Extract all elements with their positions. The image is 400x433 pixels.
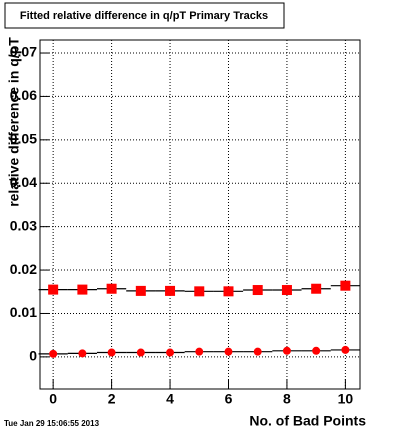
x-tick-label: 8: [283, 391, 291, 407]
circle-marker: [312, 346, 321, 355]
x-tick-label: 6: [225, 391, 233, 407]
circle-marker: [49, 349, 58, 358]
square-marker: [135, 285, 146, 296]
square-marker: [340, 280, 351, 291]
y-tick-label: 0.04: [10, 174, 37, 190]
circle-marker: [166, 348, 175, 357]
y-tick-label: 0: [29, 348, 37, 364]
circle-marker: [282, 346, 291, 355]
square-marker: [252, 285, 263, 296]
circle-marker: [341, 345, 350, 354]
circle-marker: [195, 347, 204, 356]
y-tick-label: 0.06: [10, 87, 37, 103]
plot-frame: [39, 39, 361, 390]
y-tick-label: 0.02: [10, 261, 37, 277]
circle-marker: [253, 347, 262, 356]
square-marker: [77, 284, 88, 295]
square-marker: [165, 285, 176, 296]
x-tick-label: 10: [338, 391, 354, 407]
chart-title: Fitted relative difference in q/pT Prima…: [20, 10, 268, 22]
timestamp: Tue Jan 29 15:06:55 2013: [4, 419, 100, 428]
square-marker: [223, 286, 234, 297]
x-tick-label: 4: [166, 391, 174, 407]
x-axis-label: No. of Bad Points: [249, 413, 366, 429]
square-marker: [48, 284, 59, 295]
square-marker: [194, 286, 205, 297]
y-tick-label: 0.01: [10, 304, 37, 320]
x-tick-label: 0: [49, 391, 57, 407]
y-tick-label: 0.05: [10, 131, 37, 147]
title-box: [4, 2, 285, 29]
y-axis-label: relative difference in q/pT: [6, 37, 22, 207]
circle-marker: [136, 348, 145, 357]
circle-marker: [107, 348, 116, 357]
circle-marker: [224, 347, 233, 356]
y-tick-label: 0.03: [10, 217, 37, 233]
square-marker: [311, 283, 322, 294]
circle-marker: [78, 349, 87, 358]
y-tick-label: 0.07: [10, 44, 37, 60]
x-tick-label: 2: [108, 391, 116, 407]
square-marker: [281, 285, 292, 296]
square-marker: [106, 283, 117, 294]
